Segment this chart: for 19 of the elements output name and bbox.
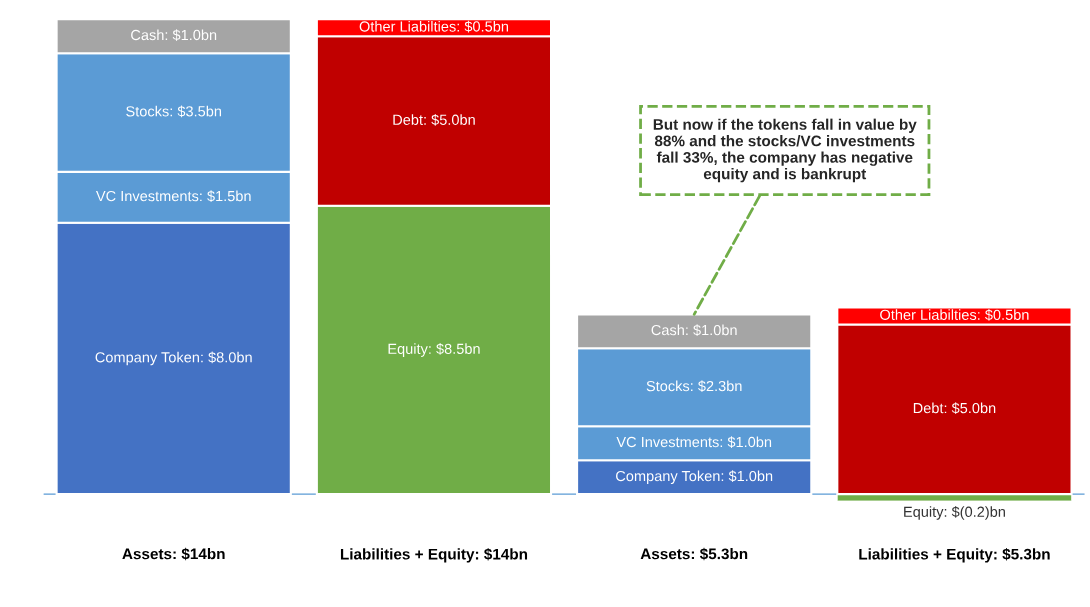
data-label: Equity: $8.5bn — [388, 343, 480, 357]
annotation: But now if the tokens fall in value by 88% and the stocks/VC investments fall 33%, the company has negative equity and is bankrupt — [653, 118, 917, 183]
data-label: Company Token: $8.0bn — [95, 351, 252, 366]
x-tick-label: Assets: $5.3bn — [640, 547, 748, 561]
x-tick-label: Liabilities + Equity: $14bn — [340, 548, 528, 563]
data-label: Debt: $5.0bn — [393, 114, 475, 126]
data-label: Stocks: $3.5bn — [126, 105, 222, 118]
data-label: Equity: $(0.2)bn — [904, 506, 1005, 520]
x-tick-label: Liabilities + Equity: $5.3bn — [859, 548, 1050, 563]
data-label: Cash: $1.0bn — [651, 324, 737, 337]
x-tick-label: Assets: $14bn — [122, 547, 225, 561]
data-label: VC Investments: $1.5bn — [95, 190, 251, 203]
data-label: Debt: $5.0bn — [913, 402, 996, 415]
data-label: Company Token: $1.0bn — [616, 470, 773, 485]
data-label: VC Investments: $1.0bn — [616, 436, 772, 449]
data-label: Other Liabilties: $0.5bn — [359, 20, 508, 33]
data-label: Cash: $1.0bn — [131, 29, 217, 42]
data-label: Stocks: $2.3bn — [646, 380, 742, 393]
data-label: Other Liabilties: $0.5bn — [880, 309, 1029, 321]
